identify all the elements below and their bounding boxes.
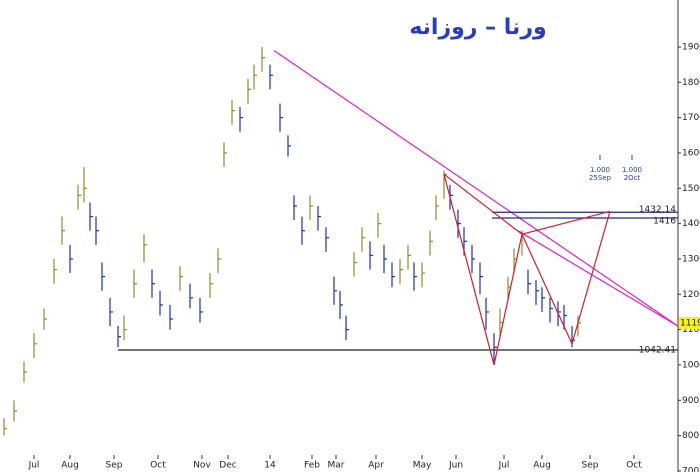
y-tick-label: 800	[682, 431, 699, 441]
x-tick-label: Jul	[498, 461, 510, 471]
y-tick-label: 1000	[682, 360, 700, 370]
y-tick-label: 1600	[682, 148, 700, 158]
x-tick-label: Mar	[328, 461, 345, 471]
trend-line	[443, 174, 611, 366]
y-tick-label: 1400	[682, 219, 700, 229]
trend-line	[443, 173, 611, 235]
y-tick-label: 1800	[682, 78, 700, 88]
trend-line	[517, 230, 679, 327]
y-tick-label: 1100	[682, 325, 700, 335]
x-tick-label: Apr	[368, 461, 384, 471]
last-price-label: 1119.	[680, 318, 700, 328]
chart-title: ورنا – روزانه	[409, 15, 546, 40]
x-tick-label: Oct	[626, 461, 642, 471]
y-tick-label: 1300	[682, 254, 700, 264]
y-tick-label: 1700	[682, 113, 700, 123]
last-price-box	[679, 316, 700, 329]
x-tick-label: Feb	[304, 461, 320, 471]
x-tick-label: Sep	[106, 461, 123, 471]
marker-date: 2Oct	[624, 174, 641, 182]
trend-line	[273, 50, 679, 327]
x-tick-label: Dec	[219, 461, 236, 471]
x-tick-label: Oct	[150, 461, 166, 471]
y-tick-label: 900	[682, 396, 699, 406]
level-label: 1432.14	[639, 205, 676, 215]
x-tick-label: Nov	[193, 461, 211, 471]
y-tick-label: 1900	[682, 42, 700, 52]
x-tick-label: Sep	[582, 461, 599, 471]
marker-value: 1.000	[622, 166, 642, 174]
marker-value: 1.000	[590, 166, 610, 174]
x-tick-label: Jul	[28, 461, 40, 471]
marker-date: 25Sep	[589, 174, 612, 182]
y-tick-label: 700	[682, 466, 699, 472]
x-tick-label: Aug	[61, 461, 79, 471]
x-tick-label: May	[413, 461, 432, 471]
x-tick-label: Jun	[448, 461, 463, 471]
y-tick-label: 1200	[682, 290, 700, 300]
level-label: 1042.41	[639, 345, 676, 355]
x-tick-label: Aug	[533, 461, 551, 471]
level-label: 1416	[653, 216, 676, 226]
y-tick-label: 1500	[682, 184, 700, 194]
x-tick-label: 14	[264, 461, 276, 471]
